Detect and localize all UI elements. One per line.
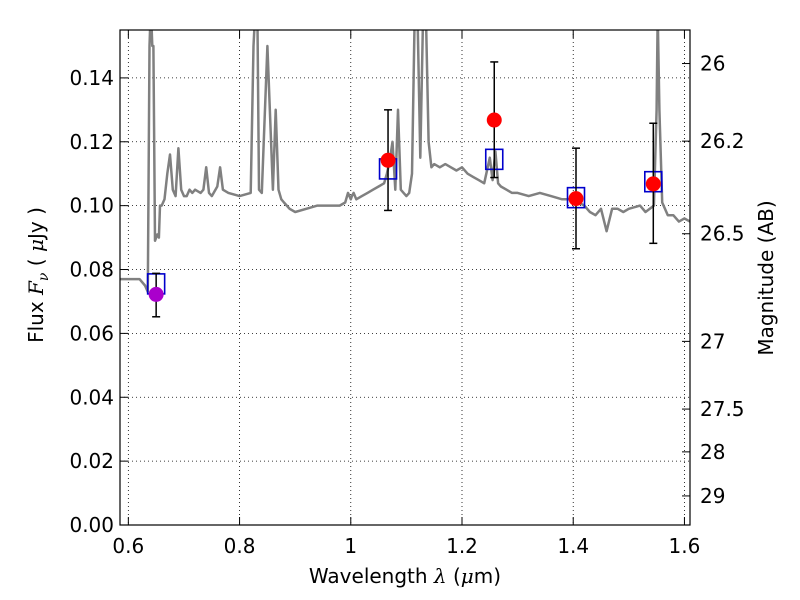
- y2-tick-label: 28: [700, 440, 725, 464]
- axis-ticks: 0.6 0.8 1 1.2 1.4 1.6 0.00 0.02 0.04 0.06 0.08 0.10…: [69, 30, 745, 558]
- observed-point: [486, 112, 502, 128]
- x-tick-label: 1.2: [446, 534, 478, 558]
- grid-lines: [120, 30, 690, 525]
- observed-point: [645, 176, 661, 192]
- y-tick-label: 0.04: [69, 385, 114, 409]
- y2-tick-label: 26.5: [700, 222, 745, 246]
- y-tick-label: 0.14: [69, 66, 114, 90]
- x-tick-label: 1.6: [669, 534, 701, 558]
- plot-area: [120, 30, 690, 318]
- x-tick-label: 1.4: [557, 534, 589, 558]
- y-tick-label: 0.10: [69, 194, 114, 218]
- y2-tick-label: 27.5: [700, 397, 745, 421]
- plot-frame: [119, 29, 691, 526]
- x-tick-label: 0.8: [224, 534, 256, 558]
- y2-tick-label: 26.2: [700, 129, 745, 153]
- y2-tick-label: 29: [700, 484, 725, 508]
- observed-point: [568, 191, 584, 207]
- y-tick-label: 0.08: [69, 258, 114, 282]
- y-axis-label: Flux Fν ( μJy ): [24, 207, 52, 343]
- x-axis-label: Wavelength λ (μm): [309, 564, 501, 588]
- y-tick-label: 0.02: [69, 449, 114, 473]
- y-tick-label: 0.12: [69, 130, 114, 154]
- template-spectrum-line: [120, 30, 690, 294]
- y2-axis-label: Magnitude (AB): [754, 200, 778, 355]
- y2-tick-label: 26: [700, 52, 725, 76]
- observed-point: [380, 152, 396, 168]
- y-tick-label: 0.00: [69, 513, 114, 537]
- y2-tick-label: 27: [700, 329, 725, 353]
- x-tick-label: 0.6: [112, 534, 144, 558]
- x-tick-label: 1: [344, 534, 357, 558]
- y-tick-label: 0.06: [69, 321, 114, 345]
- observed-point: [148, 286, 164, 302]
